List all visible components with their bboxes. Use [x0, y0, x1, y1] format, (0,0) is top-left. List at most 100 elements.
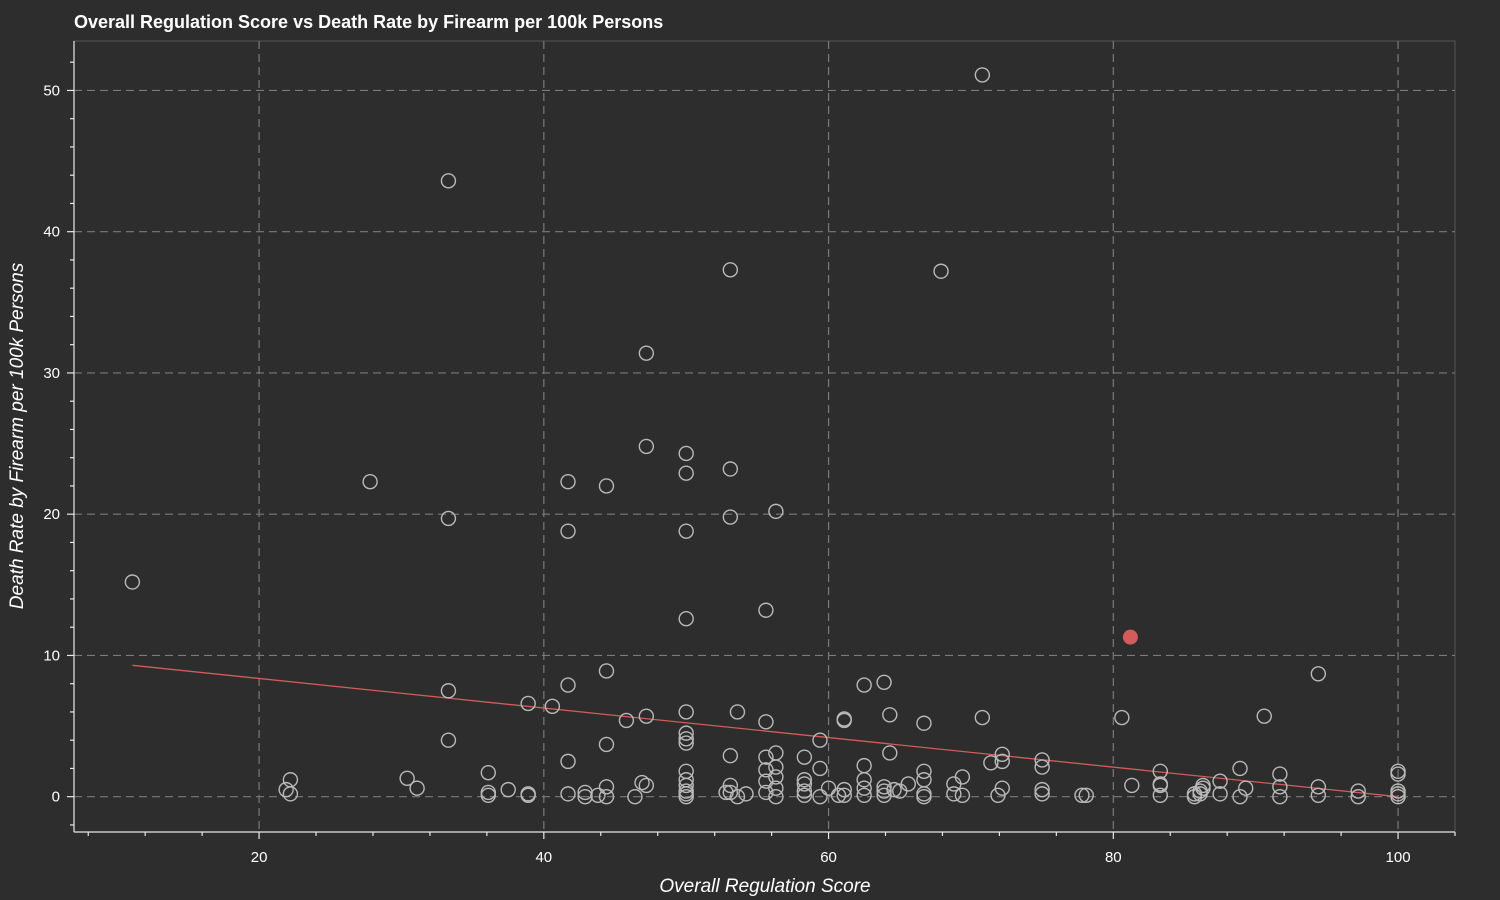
data-point	[282, 786, 299, 802]
x-tick-label: 60	[820, 849, 837, 866]
y-tick-label: 20	[43, 506, 60, 523]
data-point	[933, 263, 949, 279]
data-point	[830, 787, 847, 803]
data-point	[1272, 779, 1288, 795]
y-axis-label: Death Rate by Firearm per 100k Persons	[7, 262, 28, 609]
data-point	[1390, 766, 1406, 782]
data-point	[729, 704, 746, 720]
data-point	[560, 474, 576, 490]
data-point	[722, 748, 739, 764]
data-point	[560, 753, 576, 770]
data-point	[678, 777, 694, 794]
data-point	[480, 787, 496, 803]
data-point	[758, 602, 774, 618]
data-point	[1350, 783, 1366, 799]
data-point	[440, 732, 457, 748]
data-point	[560, 523, 576, 539]
x-tick-label: 100	[1386, 849, 1411, 866]
data-point	[577, 788, 593, 805]
highlight-point-group	[1122, 629, 1138, 645]
data-point	[768, 780, 784, 796]
data-point	[916, 786, 932, 802]
data-point	[1074, 787, 1090, 803]
data-point	[836, 712, 852, 729]
data-point	[598, 478, 615, 494]
data-point	[796, 783, 813, 799]
data-point	[768, 769, 784, 785]
data-point	[758, 749, 774, 765]
data-point	[1232, 788, 1248, 805]
data-point	[1272, 766, 1288, 782]
data-point	[678, 786, 694, 802]
data-point	[738, 786, 754, 802]
data-point	[722, 777, 739, 794]
data-point	[1212, 773, 1228, 789]
data-point	[954, 787, 971, 803]
data-point	[886, 781, 902, 798]
data-point	[678, 445, 694, 462]
data-point	[638, 345, 655, 361]
x-tick-label: 80	[1105, 849, 1122, 866]
data-point	[678, 731, 694, 747]
axes: 20 40 60 80 100 0 10 20 30 40 50	[43, 41, 1456, 866]
data-point	[974, 709, 991, 726]
data-point	[983, 755, 999, 771]
data-point	[876, 779, 892, 795]
data-point	[678, 788, 694, 805]
data-point	[856, 780, 872, 796]
data-point	[882, 707, 898, 723]
data-point	[544, 698, 561, 714]
data-point	[954, 769, 971, 785]
grid-lines	[74, 41, 1455, 832]
data-point	[900, 776, 916, 792]
y-tick-label: 10	[43, 647, 60, 664]
data-point	[638, 777, 655, 794]
data-point	[812, 788, 828, 805]
data-point	[1034, 752, 1050, 768]
data-point	[638, 438, 655, 455]
data-point	[856, 772, 872, 788]
data-point	[916, 763, 932, 779]
data-point	[916, 715, 932, 731]
plot-frame	[73, 40, 1456, 833]
data-point	[480, 784, 496, 801]
y-tick-label: 40	[43, 224, 60, 241]
data-point	[399, 770, 415, 787]
y-tick-label: 50	[43, 82, 60, 99]
data-point	[618, 712, 635, 729]
data-point	[627, 788, 643, 805]
data-point	[598, 779, 615, 795]
data-point	[678, 763, 694, 779]
highlight-point	[1122, 629, 1138, 645]
chart-title: Overall Regulation Score vs Death Rate b…	[74, 12, 663, 32]
data-point	[440, 510, 457, 527]
data-point	[678, 611, 694, 627]
data-point	[440, 173, 457, 189]
data-point	[796, 749, 813, 765]
x-tick-label: 20	[251, 849, 268, 866]
data-point	[812, 732, 828, 748]
data-point	[1256, 708, 1272, 724]
x-tick-label: 40	[535, 849, 552, 866]
data-point	[440, 683, 457, 699]
data-point	[882, 745, 898, 761]
data-point	[1152, 787, 1168, 803]
data-point	[678, 704, 694, 720]
data-point	[1195, 780, 1211, 796]
data-point	[1078, 787, 1094, 803]
data-point	[722, 461, 739, 477]
data-point	[729, 788, 746, 805]
data-point	[1034, 759, 1050, 775]
data-point	[768, 788, 784, 805]
data-point	[1350, 788, 1366, 805]
data-point	[1034, 786, 1050, 802]
data-point	[836, 781, 852, 798]
data-point	[856, 677, 872, 693]
data-point	[678, 465, 694, 481]
data-point	[500, 781, 516, 798]
data-point	[876, 674, 892, 690]
data-point	[590, 787, 606, 803]
data-point	[560, 677, 576, 693]
data-point	[1232, 760, 1248, 777]
